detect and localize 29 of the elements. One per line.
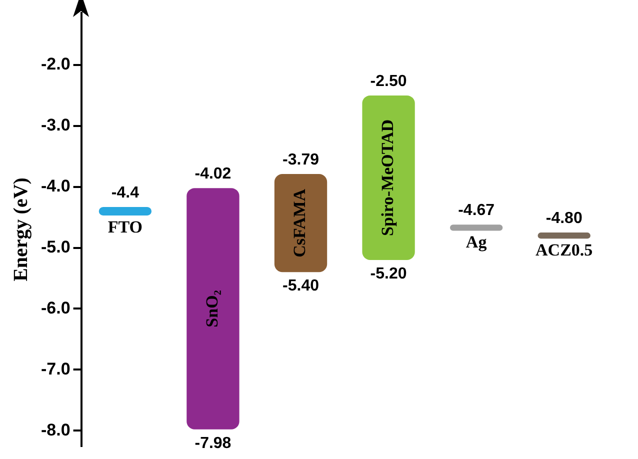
y-tick-label: -4.0 [40,176,70,196]
bar [186,188,240,430]
x-tick-label: SnO₂ [202,290,222,328]
y-tick-label: -7.0 [40,359,70,378]
annotation: -5.20 [370,265,407,282]
x-tick-label: ACZ0.5 [536,240,593,260]
bar [450,224,503,231]
x-tick-label: Ag [466,232,488,252]
y-axis-title: Energy (eV) [10,178,32,282]
y-tick-label: -6.0 [40,298,70,318]
annotation: -2.50 [370,72,407,90]
bar [274,174,328,272]
annotation: -7.98 [194,434,232,452]
x-tick-label: CsFAMA [290,188,310,258]
annotation: -3.79 [282,151,320,168]
x-tick-label: Spiro-MeOTAD [378,119,397,236]
annotation: -4.80 [546,210,582,227]
y-tick-label: -2.0 [40,54,70,74]
annotation: -4.02 [194,165,232,182]
annotation: -4.67 [458,202,495,220]
bar [538,232,590,239]
x-tick-label: FTO [108,217,143,236]
y-tick-label: -5.0 [40,237,70,256]
y-tick-label: -3.0 [40,116,70,135]
annotation: -5.40 [282,278,320,295]
y-tick-label: -8.0 [40,420,70,440]
bar [98,206,152,216]
bar [362,95,415,260]
annotation: -4.4 [111,184,140,202]
